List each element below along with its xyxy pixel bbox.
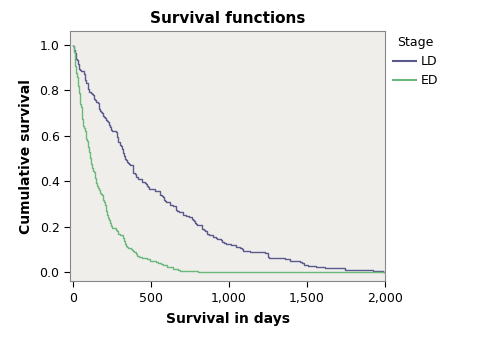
X-axis label: Survival in days: Survival in days <box>166 312 290 326</box>
Y-axis label: Cumulative survival: Cumulative survival <box>18 79 32 234</box>
Title: Survival functions: Survival functions <box>150 11 305 25</box>
Legend: LD, ED: LD, ED <box>388 31 443 92</box>
